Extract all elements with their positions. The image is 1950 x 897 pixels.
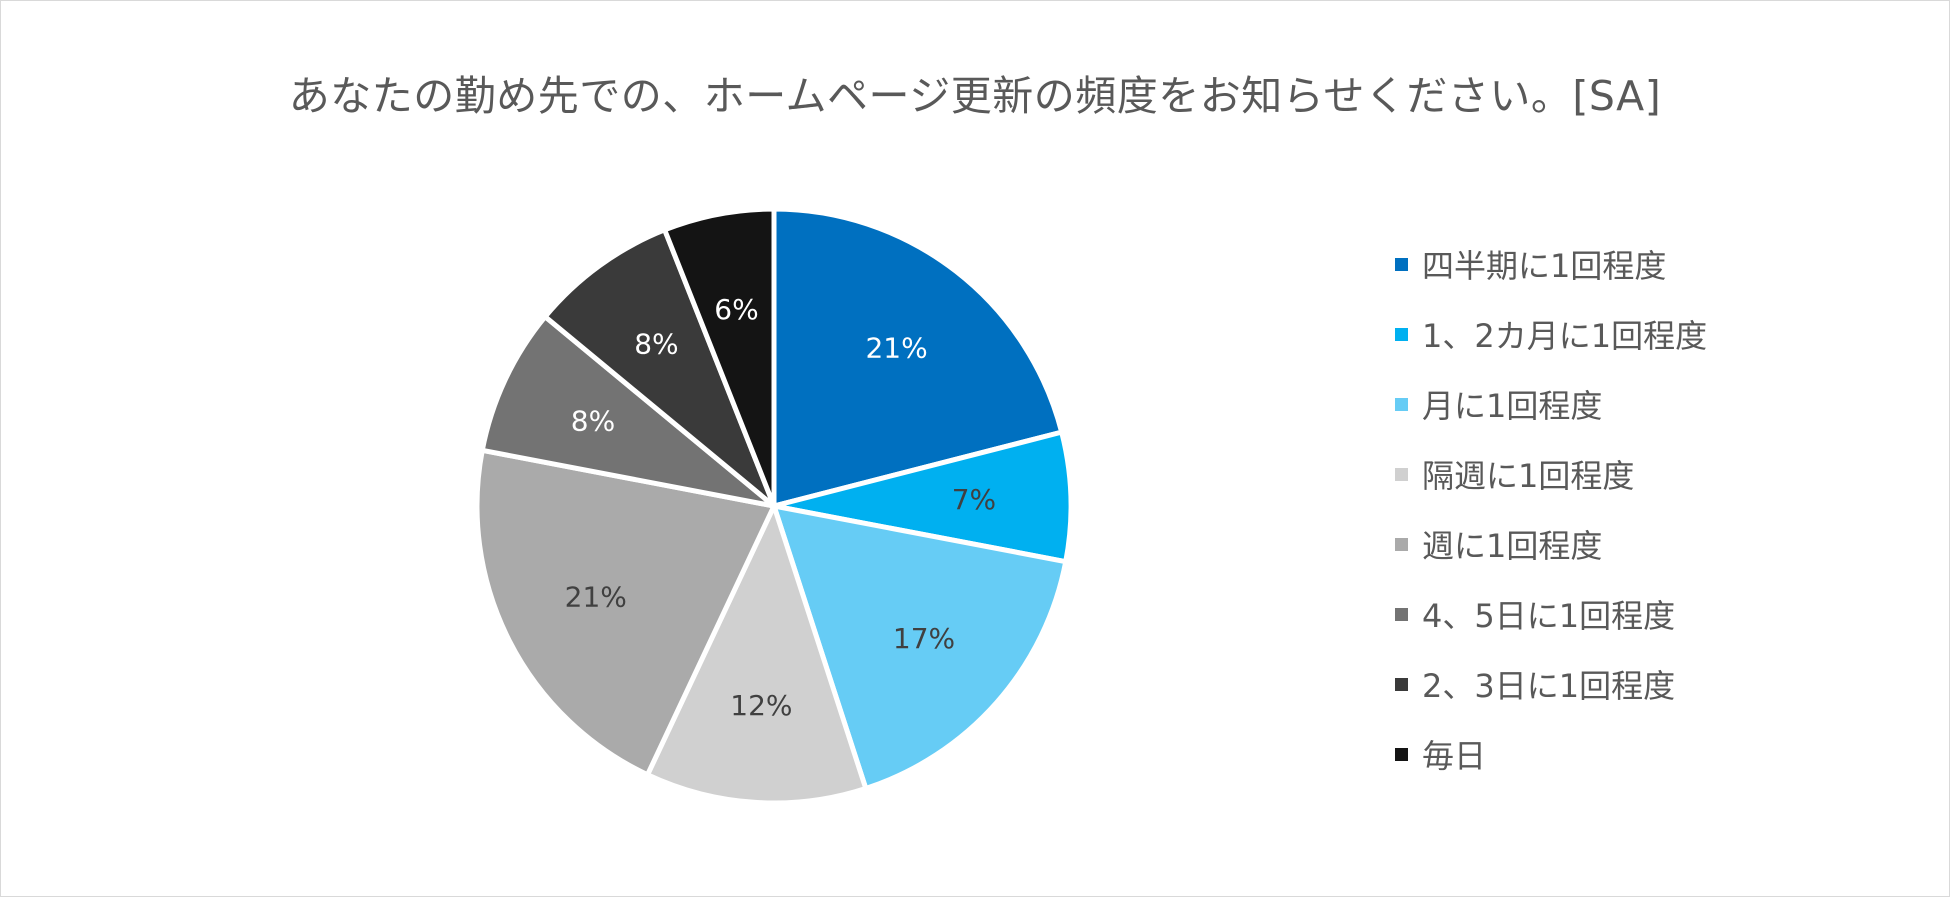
legend-item-5: 4、5日に1回程度 [1395,579,1707,649]
pie-slice-0 [771,206,1065,509]
data-label-7: 6% [714,293,758,326]
chart-title: あなたの勤め先での、ホームページ更新の頻度をお知らせください。[SA] [288,72,1662,120]
legend-swatch-0 [1395,257,1408,271]
legend-item-1: 1、2カ月に1回程度 [1395,299,1707,369]
legend-item-3: 隔週に1回程度 [1395,439,1707,509]
pie-slice-1 [771,429,1074,565]
chart-legend: 四半期に1回程度 1、2カ月に1回程度 月に1回程度 隔週に1回程度 週に1回程度 4、5… [1395,229,1707,789]
legend-label-0: 四半期に1回程度 [1422,247,1667,285]
legend-item-7: 毎日 [1395,719,1707,789]
legend-swatch-2 [1395,397,1408,411]
legend-swatch-4 [1395,537,1408,551]
data-label-4: 21% [565,580,627,613]
legend-item-2: 月に1回程度 [1395,369,1707,439]
legend-label-6: 2、3日に1回程度 [1422,667,1676,705]
pie-slice-7 [662,206,777,509]
legend-item-4: 週に1回程度 [1395,509,1707,579]
pie-slice-6 [542,227,777,509]
data-label-3: 12% [730,689,792,722]
legend-swatch-5 [1395,607,1408,621]
legend-swatch-6 [1395,677,1408,691]
data-label-2: 17% [893,622,955,655]
data-label-6: 8% [634,328,678,361]
legend-label-5: 4、5日に1回程度 [1422,597,1676,635]
legend-label-2: 月に1回程度 [1422,387,1603,425]
legend-item-0: 四半期に1回程度 [1395,229,1707,299]
legend-item-6: 2、3日に1回程度 [1395,649,1707,719]
data-label-1: 7% [952,483,996,516]
legend-swatch-7 [1395,747,1408,761]
legend-label-7: 毎日 [1422,737,1487,775]
pie-slice-2 [771,503,1069,791]
pie-slice-3 [645,503,869,806]
data-label-0: 21% [865,332,927,365]
legend-swatch-3 [1395,467,1408,481]
legend-label-3: 隔週に1回程度 [1422,457,1635,495]
legend-swatch-1 [1395,327,1408,341]
legend-label-1: 1、2カ月に1回程度 [1422,317,1708,355]
data-label-5: 8% [571,404,615,437]
pie-slice-4 [474,447,777,778]
pie-slice-5 [479,314,777,509]
legend-label-4: 週に1回程度 [1422,527,1603,565]
